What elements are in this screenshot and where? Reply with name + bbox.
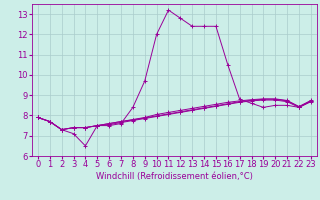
X-axis label: Windchill (Refroidissement éolien,°C): Windchill (Refroidissement éolien,°C) (96, 172, 253, 181)
